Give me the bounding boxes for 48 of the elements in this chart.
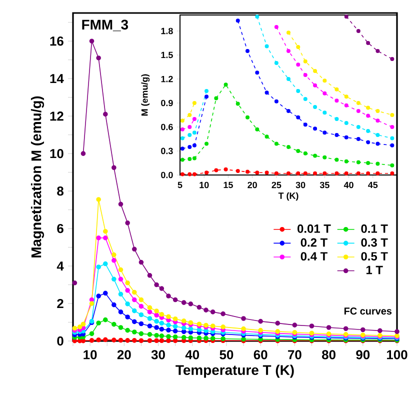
x-tick-label: 50: [220, 350, 234, 360]
x-tick-label: 35: [320, 182, 330, 188]
y-tick-label: 14: [50, 74, 64, 84]
annotation: FMM_3: [82, 20, 128, 32]
x-tick-label: 80: [322, 350, 336, 360]
x-tick-label: 5: [178, 182, 182, 188]
y-tick-label: 8: [57, 186, 64, 196]
y-tick-label: 16: [50, 36, 64, 46]
y-tick-label: 4: [56, 262, 64, 270]
x-tick-label: 40: [185, 350, 200, 360]
y-tick-label: 0.0: [161, 172, 173, 178]
x-tick-label: 30: [296, 182, 306, 188]
y-tick-label: 6: [57, 224, 64, 234]
x-tick-label: 10: [200, 182, 209, 188]
legend-label: 0.5 T: [361, 252, 388, 261]
x-tick-label: 30: [151, 350, 165, 360]
legend-label: 0.2 T: [300, 238, 328, 247]
x-axis-title: T (K): [278, 192, 298, 201]
legend-label: 0.01 T: [298, 224, 331, 233]
y-axis-title: M (emu/g): [141, 74, 150, 116]
x-tick-label: 15: [224, 182, 233, 188]
x-axis-title: Temperature T (K): [176, 364, 294, 378]
y-tick-label: 1.5: [161, 52, 173, 58]
y-tick-label: 0.9: [161, 100, 173, 106]
annotation: FC curves: [344, 308, 392, 315]
x-tick-label: 20: [117, 350, 131, 360]
y-tick-label: 12: [50, 112, 64, 121]
x-tick-label: 90: [356, 350, 370, 360]
x-tick-label: 60: [254, 350, 268, 360]
x-tick-label: 45: [368, 182, 378, 188]
y-tick-label: 0.6: [161, 124, 173, 130]
y-tick-label: 1.8: [161, 28, 173, 34]
legend-label: 1 T: [366, 266, 383, 274]
y-tick-label: 2: [57, 298, 64, 308]
legend-label: 0.3 T: [361, 238, 388, 247]
x-tick-label: 25: [272, 182, 282, 188]
legend-label: 0.1 T: [361, 224, 388, 233]
x-tick-label: 10: [84, 350, 97, 360]
x-tick-label: 100: [387, 350, 408, 360]
y-tick-label: 0: [57, 336, 64, 346]
y-tick-label: 1.2: [161, 76, 173, 82]
x-tick-label: 70: [288, 350, 302, 360]
y-tick-label: 0.3: [161, 148, 173, 154]
x-tick-label: 40: [344, 182, 354, 188]
x-tick-label: 20: [248, 182, 257, 188]
y-axis-title: Magnetization M (emu/g): [30, 96, 44, 258]
legend-label: 0.4 T: [300, 252, 328, 261]
y-tick-label: 10: [50, 148, 64, 158]
